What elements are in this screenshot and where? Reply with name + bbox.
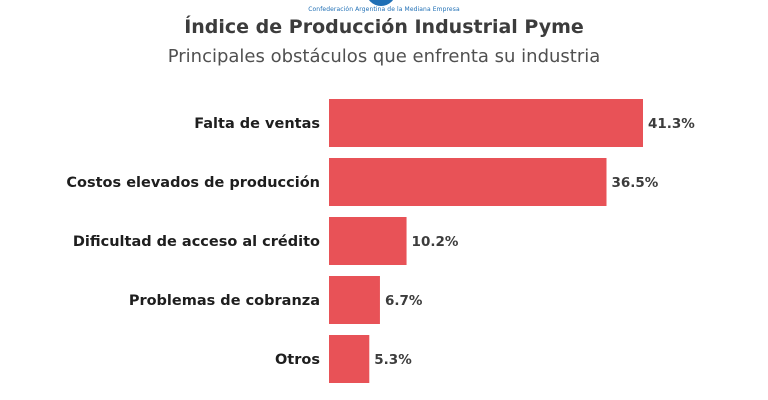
org-logo: Confederación Argentina de la Mediana Em…	[0, 0, 768, 18]
org-name: Confederación Argentina de la Mediana Em…	[308, 6, 460, 13]
category-label: Dificultad de acceso al crédito	[73, 234, 320, 250]
logo-mark	[366, 0, 396, 6]
bar-1	[329, 158, 607, 206]
value-label: 10.2%	[412, 234, 459, 250]
category-label: Otros	[275, 352, 320, 368]
bar-0	[329, 99, 643, 147]
category-label: Problemas de cobranza	[129, 293, 320, 309]
chart-title: Índice de Producción Industrial Pyme	[184, 16, 584, 38]
bar-4	[329, 335, 370, 383]
chart-subtitle: Principales obstáculos que enfrenta su i…	[167, 46, 601, 67]
category-label: Costos elevados de producción	[66, 175, 320, 191]
bar-2	[329, 217, 407, 265]
bars-group: Falta de ventas 41.3% Costos elevados de p…	[66, 99, 695, 383]
bar-3	[329, 276, 380, 324]
value-label: 6.7%	[385, 293, 423, 309]
value-label: 36.5%	[612, 175, 659, 191]
value-label: 5.3%	[374, 352, 412, 368]
value-label: 41.3%	[648, 116, 695, 132]
category-label: Falta de ventas	[194, 116, 320, 132]
